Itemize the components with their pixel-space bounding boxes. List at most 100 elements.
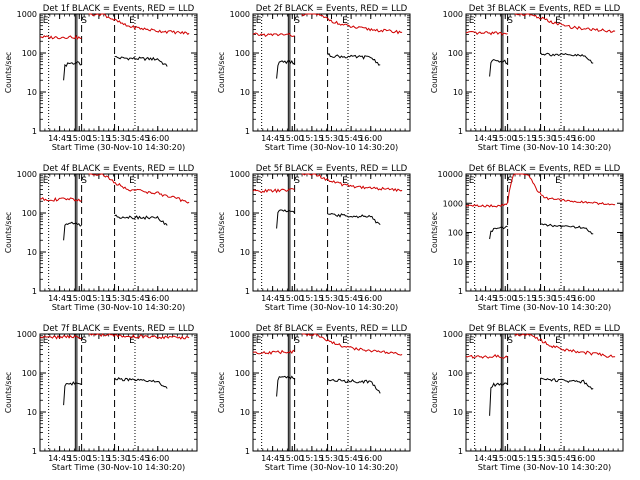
y-tick-label: 1 xyxy=(458,127,463,136)
y-tick-label: 1000 xyxy=(230,330,250,339)
x-tick-label: 15:45 xyxy=(553,454,576,463)
y-tick-label: 100 xyxy=(448,229,463,238)
series-events-line xyxy=(276,209,295,229)
x-tick-label: 15:00 xyxy=(68,134,91,143)
x-tick-label: 16:00 xyxy=(359,134,382,143)
y-tick-label: 100 xyxy=(22,49,37,58)
y-tick-label: 100 xyxy=(448,49,463,58)
x-tick-label: 14:45 xyxy=(261,134,284,143)
y-tick-label: 1000 xyxy=(17,10,37,19)
x-tick-label: 15:30 xyxy=(107,454,130,463)
marker-label: E xyxy=(256,176,262,186)
x-tick-label: 15:00 xyxy=(494,294,517,303)
panel-det-7f: Det 7f BLACK = Events, RED = LLD 1 10 100 10… xyxy=(4,324,198,472)
y-axis-label: Counts/sec xyxy=(430,212,439,253)
series-events-line xyxy=(114,214,168,226)
y-tick-label: 10 xyxy=(27,408,37,417)
marker-label: E xyxy=(43,176,49,186)
y-axis-label: Counts/sec xyxy=(4,212,13,253)
panel-det-2f: Det 2f BLACK = Events, RED = LLD 1 10 100 10… xyxy=(217,4,411,152)
series-events-line xyxy=(276,59,295,79)
y-tick-label: 10 xyxy=(453,88,463,97)
y-tick-label: 10 xyxy=(27,88,37,97)
series-events-line xyxy=(327,212,381,226)
marker-label: S xyxy=(507,16,513,26)
y-tick-label: 10000 xyxy=(438,170,463,179)
marker-label: E xyxy=(342,336,348,346)
x-tick-label: 15:00 xyxy=(494,134,517,143)
y-tick-label: 100 xyxy=(22,369,37,378)
x-tick-label: 15:45 xyxy=(553,294,576,303)
y-axis-label: Counts/sec xyxy=(4,52,13,93)
x-tick-label: 14:45 xyxy=(48,294,71,303)
marker-label: S xyxy=(81,336,87,346)
marker-label: E xyxy=(129,16,135,26)
series-events-line xyxy=(540,223,594,235)
x-tick-label: 15:45 xyxy=(127,294,150,303)
marker-label: S xyxy=(81,16,87,26)
x-tick-label: 15:45 xyxy=(127,454,150,463)
series-lld-line xyxy=(301,13,403,35)
series-lld-line xyxy=(252,32,295,37)
x-tick-label: 16:00 xyxy=(146,454,169,463)
panel-title: Det 5f BLACK = Events, RED = LLD xyxy=(256,164,408,174)
x-tick-label: 15:45 xyxy=(340,294,363,303)
panel-title: Det 6f BLACK = Events, RED = LLD xyxy=(469,164,621,174)
x-tick-label: 15:15 xyxy=(87,294,110,303)
x-tick-label: 15:30 xyxy=(107,134,130,143)
series-events-line xyxy=(327,378,381,394)
x-axis-label: Start Time (30-Nov-10 14:30:20) xyxy=(52,462,186,472)
marker-label: E xyxy=(43,16,49,26)
panel-title: Det 2f BLACK = Events, RED = LLD xyxy=(256,4,408,14)
x-tick-label: 14:45 xyxy=(474,294,497,303)
y-tick-label: 1 xyxy=(245,287,250,296)
series-lld-line xyxy=(88,333,190,340)
x-tick-label: 15:30 xyxy=(320,294,343,303)
marker-label: S xyxy=(507,336,513,346)
y-tick-label: 10 xyxy=(240,248,250,257)
panel-det-1f: Det 1f BLACK = Events, RED = LLD 1 10 100 10… xyxy=(4,4,198,152)
marker-label: E xyxy=(555,336,561,346)
x-tick-label: 15:00 xyxy=(281,294,304,303)
y-tick-label: 1000 xyxy=(443,10,463,19)
x-axis-label: Start Time (30-Nov-10 14:30:20) xyxy=(478,302,612,312)
panel-det-6f: Det 6f BLACK = Events, RED = LLD 1 10 100 10… xyxy=(430,164,624,312)
series-events-line xyxy=(540,377,594,390)
y-tick-label: 1000 xyxy=(443,199,463,208)
y-tick-label: 10 xyxy=(453,258,463,267)
x-tick-label: 15:00 xyxy=(494,454,517,463)
x-axis-label: Start Time (30-Nov-10 14:30:20) xyxy=(478,462,612,472)
marker-label: E xyxy=(555,176,561,186)
x-tick-label: 14:45 xyxy=(261,294,284,303)
marker-label: E xyxy=(256,336,262,346)
x-tick-label: 14:45 xyxy=(48,134,71,143)
panel-title: Det 4f BLACK = Events, RED = LLD xyxy=(43,164,195,174)
x-tick-label: 14:45 xyxy=(474,454,497,463)
x-tick-label: 15:30 xyxy=(320,134,343,143)
y-tick-label: 100 xyxy=(235,49,250,58)
x-axis-label: Start Time (30-Nov-10 14:30:20) xyxy=(265,462,399,472)
y-tick-label: 10 xyxy=(240,408,250,417)
x-tick-label: 15:15 xyxy=(300,454,323,463)
x-tick-label: 16:00 xyxy=(572,294,595,303)
x-tick-label: 16:00 xyxy=(146,134,169,143)
y-tick-label: 1000 xyxy=(17,170,37,179)
x-tick-label: 15:45 xyxy=(340,134,363,143)
x-tick-label: 15:15 xyxy=(87,454,110,463)
x-tick-label: 16:00 xyxy=(359,294,382,303)
x-tick-label: 15:15 xyxy=(300,134,323,143)
y-tick-label: 1000 xyxy=(230,170,250,179)
plot-frame xyxy=(465,333,624,452)
series-events-line xyxy=(114,55,168,67)
marker-label: E xyxy=(555,16,561,26)
y-tick-label: 100 xyxy=(448,369,463,378)
marker-label: E xyxy=(129,336,135,346)
marker-label: E xyxy=(43,336,49,346)
y-tick-label: 10 xyxy=(27,248,37,257)
y-axis-label: Counts/sec xyxy=(217,52,226,93)
panel-title: Det 9f BLACK = Events, RED = LLD xyxy=(469,324,621,334)
series-lld-line xyxy=(40,197,82,202)
y-tick-label: 100 xyxy=(22,209,37,218)
series-lld-line xyxy=(465,354,508,359)
